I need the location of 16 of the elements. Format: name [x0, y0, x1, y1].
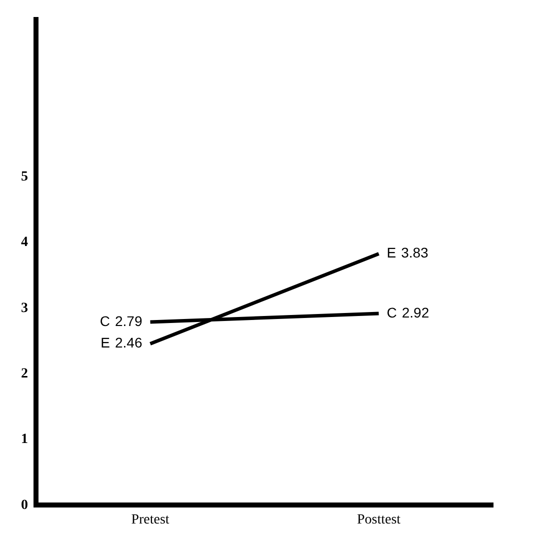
data-label: 2.92	[402, 304, 430, 320]
y-tick-label: 2	[21, 366, 28, 382]
y-tick-label: 5	[21, 170, 28, 185]
data-label: 2.46	[115, 334, 142, 351]
text: E	[100, 334, 110, 351]
series-label: C	[386, 304, 397, 320]
y-tick-label: 1	[21, 432, 28, 448]
y-tick-label: 4	[21, 235, 28, 250]
x-tick-label: Pretest	[131, 512, 170, 528]
data-label: 3.83	[401, 244, 429, 261]
data-label: 2.79	[115, 312, 142, 329]
y-tick-label: 3	[21, 300, 28, 316]
x-tick-label: Posttest	[356, 512, 401, 528]
y-tick-label: 0	[21, 498, 28, 513]
text: C	[100, 312, 110, 329]
series-label: E	[386, 244, 396, 261]
